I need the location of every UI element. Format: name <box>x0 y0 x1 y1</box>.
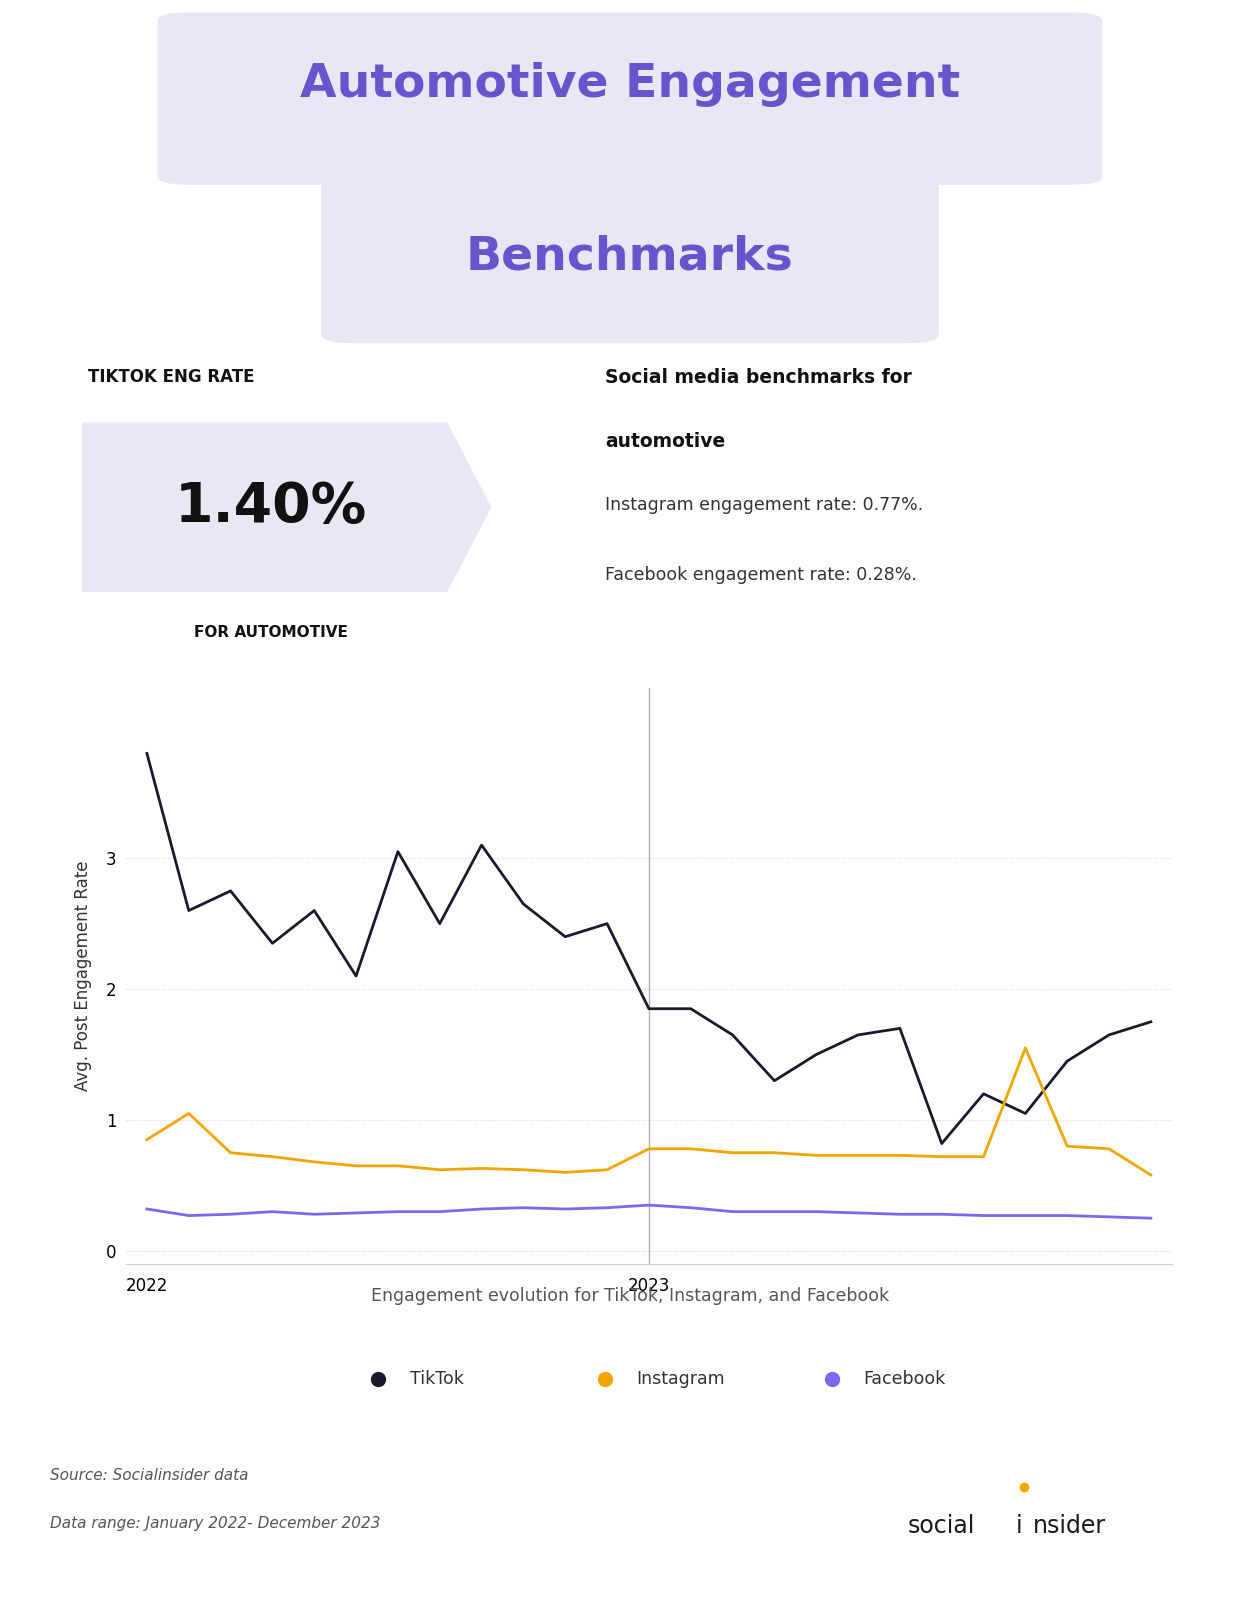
Text: automotive: automotive <box>605 432 724 451</box>
Text: TikTok: TikTok <box>410 1370 464 1389</box>
Text: Source: Socialinsider data: Source: Socialinsider data <box>50 1469 249 1483</box>
Text: Facebook: Facebook <box>863 1370 945 1389</box>
Text: nsider: nsider <box>1032 1514 1106 1538</box>
Text: Social media benchmarks for: Social media benchmarks for <box>605 368 912 387</box>
Text: i: i <box>1016 1514 1023 1538</box>
Text: Benchmarks: Benchmarks <box>466 235 794 280</box>
Polygon shape <box>82 422 491 592</box>
Y-axis label: Avg. Post Engagement Rate: Avg. Post Engagement Rate <box>74 861 92 1091</box>
Text: TIKTOK ENG RATE: TIKTOK ENG RATE <box>88 368 255 386</box>
Text: FOR AUTOMOTIVE: FOR AUTOMOTIVE <box>194 626 348 640</box>
Text: Engagement evolution for TikTok, Instagram, and Facebook: Engagement evolution for TikTok, Instagr… <box>370 1286 890 1306</box>
Text: Instagram: Instagram <box>636 1370 724 1389</box>
FancyBboxPatch shape <box>321 149 939 344</box>
Text: Automotive Engagement: Automotive Engagement <box>300 62 960 107</box>
Text: Instagram engagement rate: 0.77%.: Instagram engagement rate: 0.77%. <box>605 496 924 514</box>
FancyBboxPatch shape <box>158 13 1102 184</box>
Text: 1.40%: 1.40% <box>175 480 367 534</box>
Text: Data range: January 2022- December 2023: Data range: January 2022- December 2023 <box>50 1515 381 1531</box>
Text: Facebook engagement rate: 0.28%.: Facebook engagement rate: 0.28%. <box>605 566 917 584</box>
Text: social: social <box>907 1514 974 1538</box>
